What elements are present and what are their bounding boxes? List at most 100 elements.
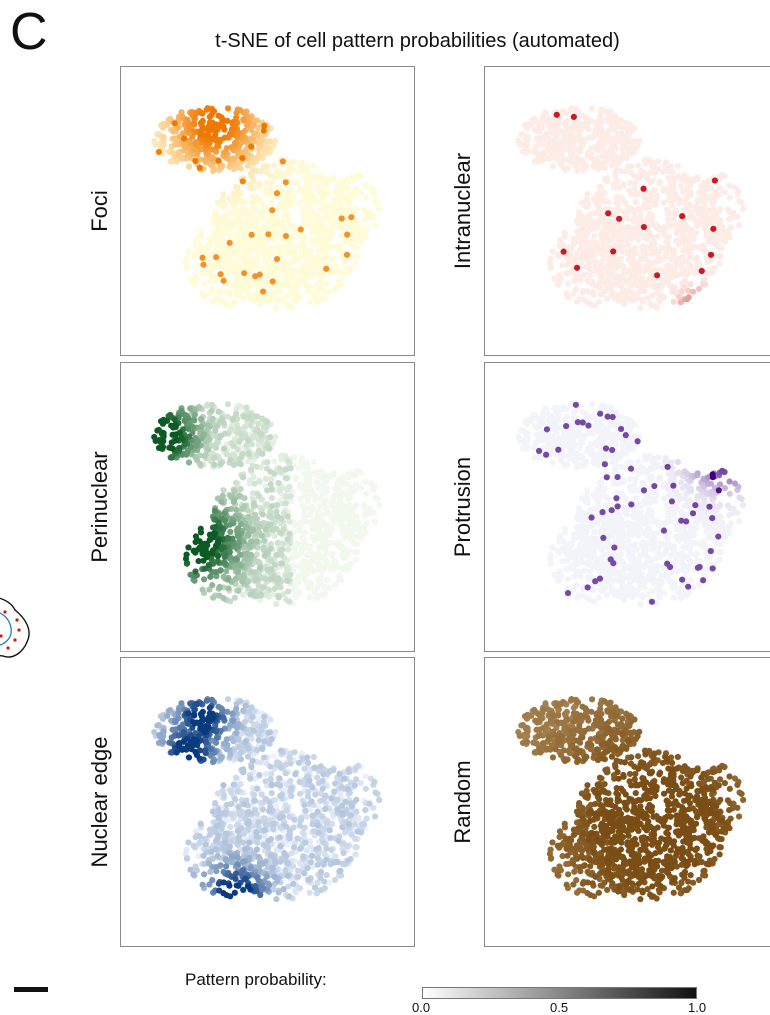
scatter-point: [200, 262, 206, 268]
scatter-point: [215, 553, 221, 559]
scatter-point: [252, 292, 258, 298]
scatter-point: [217, 584, 223, 590]
scatter-point: [273, 305, 279, 311]
scatter-point: [211, 462, 217, 468]
scatter-point: [183, 256, 189, 262]
scatter-point: [334, 479, 340, 485]
scatter-point: [709, 200, 715, 206]
scatter-point: [537, 158, 543, 164]
scatter-point: [556, 568, 562, 574]
scatter-point: [205, 446, 211, 452]
scatter-point: [293, 179, 299, 185]
scatter-point: [353, 481, 359, 487]
scatter-point: [272, 434, 278, 440]
scatter-point: [193, 533, 199, 539]
scatter-point: [523, 150, 529, 156]
scatter-point: [652, 169, 658, 175]
scatter-point: [284, 475, 290, 481]
scatter-point: [269, 495, 275, 501]
scatter-point: [238, 562, 244, 568]
scatter-point: [659, 579, 665, 585]
scatter-point: [202, 452, 208, 458]
scatter-point: [676, 241, 682, 247]
scatter-point: [736, 222, 742, 228]
scatter-point: [372, 518, 378, 524]
scatter-point: [708, 252, 714, 258]
scatter-point: [362, 512, 368, 518]
scatter-point: [161, 134, 167, 140]
scatter-point: [269, 503, 275, 509]
scatter-point: [363, 195, 369, 201]
scatter-point: [254, 539, 260, 545]
scatter-point: [339, 551, 345, 557]
scatter-point: [311, 163, 317, 169]
scatter-point: [283, 301, 289, 307]
scatter-point: [688, 577, 694, 583]
scatter-point: [230, 417, 236, 423]
scatter-point: [275, 184, 281, 190]
scatter-point: [248, 569, 254, 575]
scatter-point: [618, 551, 624, 557]
scatter-point: [640, 186, 646, 192]
scatter-point: [633, 199, 639, 205]
scatter-point: [200, 587, 206, 593]
scatter-point: [233, 184, 239, 190]
scatter-point: [233, 507, 239, 513]
scatter-point: [282, 211, 288, 217]
scatter-point: [580, 167, 586, 173]
scatter-point: [590, 292, 596, 298]
scatter-point: [299, 535, 305, 541]
scatter-point: [671, 216, 677, 222]
scatter-point: [547, 552, 553, 558]
scatter-point: [565, 165, 571, 171]
scatter-point: [235, 568, 241, 574]
scatter-point: [549, 248, 555, 254]
scatter-point: [353, 185, 359, 191]
scatter-point: [212, 209, 218, 215]
scatter-point: [239, 505, 245, 511]
scatter-point: [621, 183, 627, 189]
scatter-point: [657, 258, 663, 264]
scatter-point: [668, 274, 674, 280]
scatter-point: [267, 446, 273, 452]
scatter-point: [250, 167, 256, 173]
scatter-point: [372, 494, 378, 500]
scatter-point: [550, 459, 556, 465]
scatter-point: [254, 413, 260, 419]
scatter-point: [263, 476, 269, 482]
scatter-point: [362, 182, 368, 188]
scatter-point: [648, 179, 654, 185]
scatter-point: [212, 524, 218, 530]
scatter-point: [727, 195, 733, 201]
scatter-point: [221, 445, 227, 451]
scatter-point: [316, 544, 322, 550]
scatter-point: [186, 163, 192, 169]
scatter-point: [232, 190, 238, 196]
scatter-point: [315, 577, 321, 583]
scatter-point: [256, 524, 262, 530]
scatter-point: [563, 110, 569, 116]
scatter-point: [574, 265, 580, 271]
scatter-point: [285, 547, 291, 553]
scatter-point: [198, 529, 204, 535]
scatter-point: [309, 222, 315, 228]
scatter-point: [200, 558, 206, 564]
scatter-point: [330, 261, 336, 267]
scatter-point: [584, 493, 590, 499]
scatter-point: [185, 544, 191, 550]
scatter-point: [256, 181, 262, 187]
scatter-point: [524, 142, 530, 148]
scatter-point: [334, 183, 340, 189]
scatter-point: [328, 204, 334, 210]
scatter-point: [268, 566, 274, 572]
scatter-point: [157, 439, 163, 445]
scatter-point: [638, 206, 644, 212]
scatter-point: [605, 199, 611, 205]
scatter-point: [539, 420, 545, 426]
scatter-point: [269, 199, 275, 205]
scatter-point: [264, 170, 270, 176]
scatter-point: [639, 571, 645, 577]
scatter-point: [285, 588, 291, 594]
scatter-point: [696, 286, 702, 292]
scatter-point: [218, 271, 224, 277]
